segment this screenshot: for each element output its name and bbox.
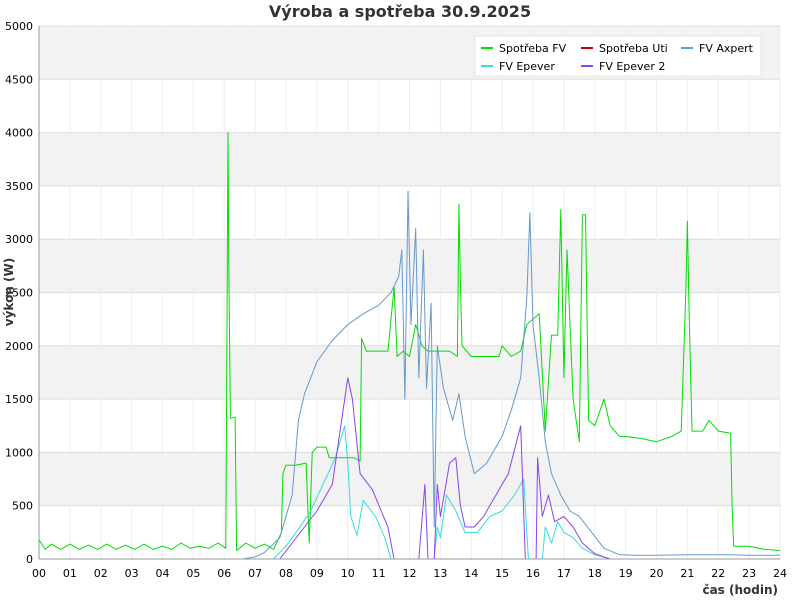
x-tick-label: 01 (63, 567, 77, 580)
y-tick-label: 4500 (5, 73, 33, 86)
y-axis-label: výkon (W) (2, 258, 16, 326)
y-tick-label: 1000 (5, 446, 33, 459)
x-tick-label: 16 (526, 567, 540, 580)
series-line-4 (279, 377, 611, 560)
x-tick-label: 24 (773, 567, 787, 580)
x-axis-label: čas (hodin) (702, 583, 778, 597)
x-tick-label: 02 (94, 567, 108, 580)
x-tick-label: 23 (742, 567, 756, 580)
chart-title: Výroba a spotřeba 30.9.2025 (268, 2, 532, 21)
x-tick-label: 19 (619, 567, 633, 580)
series-line-2 (242, 190, 780, 560)
series-line-0 (38, 132, 781, 551)
x-tick-label: 06 (217, 567, 231, 580)
x-tick-label: 07 (248, 567, 262, 580)
x-tick-label: 04 (156, 567, 170, 580)
legend-label: Spotřeba Uti (599, 42, 668, 55)
x-tick-label: 05 (186, 567, 200, 580)
legend-label: FV Epever (499, 60, 555, 73)
y-tick-label: 1500 (5, 393, 33, 406)
y-tick-label: 0 (26, 553, 33, 566)
x-tick-label: 21 (680, 567, 694, 580)
y-tick-label: 500 (12, 500, 33, 513)
x-tick-label: 10 (341, 567, 355, 580)
x-tick-label: 18 (588, 567, 602, 580)
tick-labels: 0500100015002000250030003500400045005000… (5, 20, 787, 580)
y-tick-label: 4000 (5, 127, 33, 140)
x-tick-label: 13 (433, 567, 447, 580)
x-tick-label: 03 (125, 567, 139, 580)
x-tick-label: 12 (403, 567, 417, 580)
x-tick-label: 00 (32, 567, 46, 580)
axes (38, 26, 780, 560)
x-tick-label: 08 (279, 567, 293, 580)
x-tick-label: 14 (464, 567, 478, 580)
legend-label: Spotřeba FV (499, 42, 567, 55)
y-tick-label: 3000 (5, 233, 33, 246)
y-tick-label: 2500 (5, 287, 33, 300)
grid-lines (38, 25, 781, 560)
legend-label: FV Axpert (699, 42, 754, 55)
legend-label: FV Epever 2 (599, 60, 665, 73)
x-tick-label: 22 (711, 567, 725, 580)
x-tick-label: 20 (650, 567, 664, 580)
legend-box (474, 35, 762, 77)
y-tick-label: 2000 (5, 340, 33, 353)
x-tick-label: 17 (557, 567, 571, 580)
series-layer (38, 132, 781, 560)
series-line-3 (273, 425, 611, 560)
x-tick-label: 15 (495, 567, 509, 580)
x-tick-label: 11 (372, 567, 386, 580)
x-tick-label: 09 (310, 567, 324, 580)
legend: Spotřeba FV Spotřeba Uti FV Axpert FV Epeve… (474, 35, 762, 77)
y-tick-label: 3500 (5, 180, 33, 193)
y-tick-label: 5000 (5, 20, 33, 33)
